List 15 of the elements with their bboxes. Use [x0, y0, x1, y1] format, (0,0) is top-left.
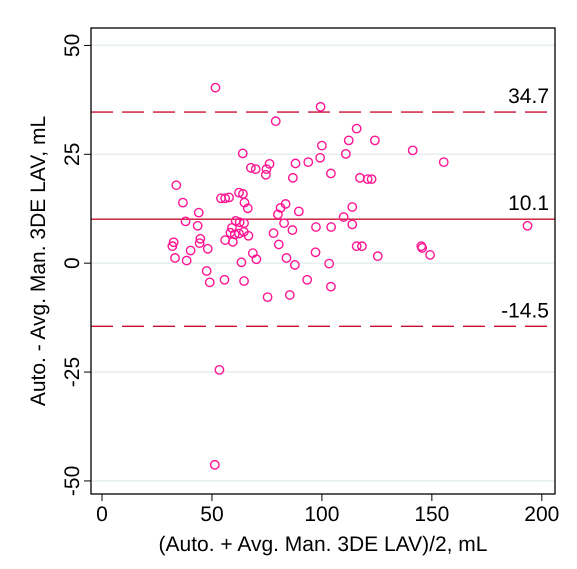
ref-line-label: 10.1	[508, 192, 549, 216]
x-tick-label: 50	[200, 503, 224, 526]
ref-line-label: 34.7	[508, 85, 549, 108]
y-tick-label: 25	[61, 142, 84, 166]
x-tick-label: 100	[304, 503, 340, 526]
y-tick-label: 0	[61, 257, 84, 270]
y-axis-title: Auto. - Avg. Man. 3DE LAV, mL	[27, 116, 50, 406]
ref-line-label: -14.5	[501, 299, 549, 322]
x-tick-label: 200	[524, 503, 560, 526]
y-tick-label: -25	[61, 356, 84, 388]
x-axis-title: (Auto. + Avg. Man. 3DE LAV)/2, mL	[158, 533, 488, 556]
x-tick-label: 150	[414, 503, 450, 526]
y-tick-label: 50	[61, 34, 84, 58]
y-tick-label: -50	[61, 466, 84, 496]
x-tick-label: 0	[96, 503, 108, 526]
